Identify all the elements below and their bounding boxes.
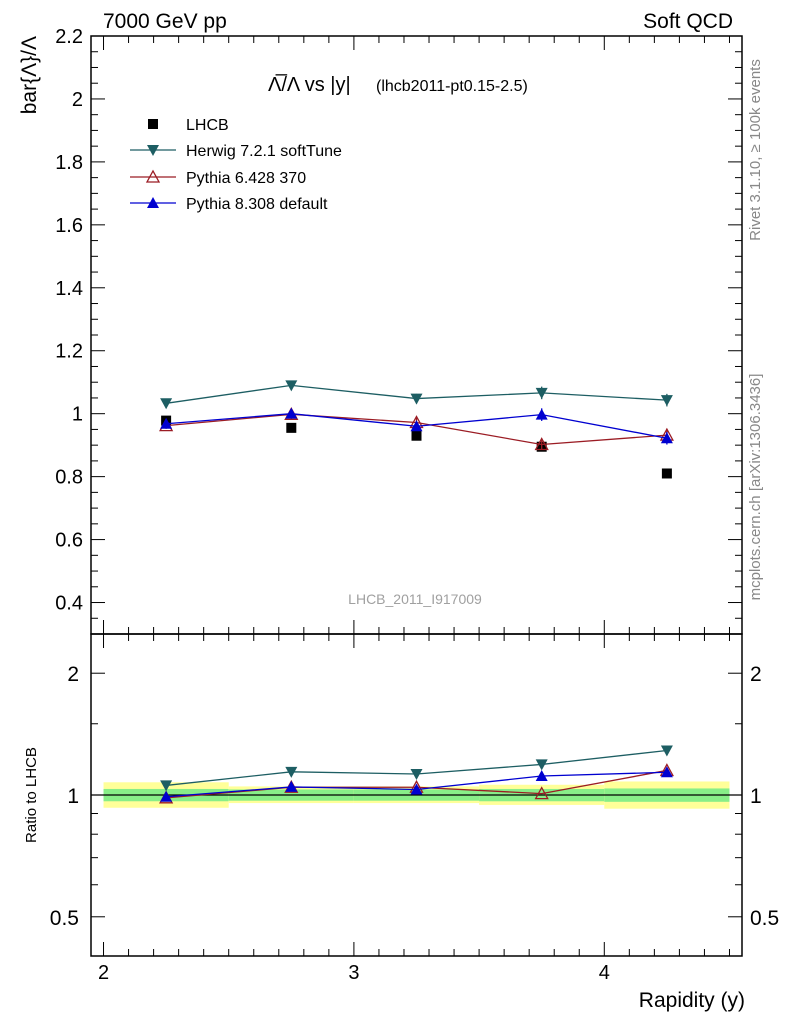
- ratio-herwig-7-2-1-softtune-point: [535, 759, 548, 771]
- pythia-8-308-default-point: [285, 407, 298, 419]
- legend-marker-pythia-8-308-default: [147, 197, 159, 208]
- ratio-axis-ticks: 0.5 0.5 1 1 2 2 2 3 4: [50, 634, 779, 984]
- legend-label-lhcb: LHCB: [186, 117, 229, 134]
- ratio-y-tick-label: 1: [67, 785, 79, 808]
- rivet-version-label: Rivet 3.1.10, ≥ 100k events: [747, 59, 764, 241]
- pythia-8-308-default-point: [160, 417, 173, 429]
- lhcb-point: [661, 468, 672, 479]
- ratio-data-marks: [159, 745, 674, 804]
- ratio-herwig-7-2-1-softtune-point: [285, 766, 298, 778]
- lhcb-point: [411, 430, 422, 441]
- legend-marker-herwig-7-2-1-softtune: [147, 145, 159, 156]
- y-tick-label: 1.8: [55, 152, 83, 174]
- ratio-y-tick-label-right: 1: [750, 785, 762, 808]
- herwig-7-2-1-softtune-point: [285, 380, 298, 392]
- pythia-8-308-default-point: [410, 420, 423, 432]
- y-tick-label: 2: [72, 89, 83, 111]
- x-tick-label: 3: [348, 962, 359, 984]
- legend-marker-lhcb: [148, 119, 158, 129]
- herwig-7-2-1-softtune-point: [535, 387, 548, 399]
- ratio-herwig-7-2-1-softtune-point: [660, 745, 673, 757]
- lhcb-point: [286, 422, 297, 433]
- ratio-pythia-8-308-default-point: [660, 766, 673, 778]
- y-tick-label: 1.4: [55, 278, 83, 300]
- category-label: Soft QCD: [643, 10, 733, 33]
- ratio-pythia-8-308-default-point: [285, 780, 298, 792]
- legend: LHCB Herwig 7.2.1 softTune Pythia 6.428 37…: [130, 117, 342, 213]
- ratio-y-tick-label-right: 0.5: [750, 907, 779, 930]
- mcplots-label: mcplots.cern.ch [arXiv:1306.3436]: [747, 374, 764, 601]
- y-tick-label: 0.6: [55, 530, 83, 552]
- y-tick-label: 1.2: [55, 341, 83, 363]
- legend-label-pythia-8-308-default: Pythia 8.308 default: [186, 196, 328, 213]
- x-tick-label: 2: [98, 962, 109, 984]
- x-tick-label: 4: [599, 962, 610, 984]
- legend-marker-pythia-6-428-370: [145, 169, 161, 183]
- y-tick-label: 1.6: [55, 215, 83, 237]
- pythia-6-428-370-point: [534, 437, 549, 451]
- legend-label-herwig-7-2-1-softtune: Herwig 7.2.1 softTune: [186, 143, 342, 160]
- y-tick-label: 0.8: [55, 467, 83, 489]
- herwig-7-2-1-softtune-point: [410, 393, 423, 405]
- main-axis-ticks: 0.4 0.6 0.8 1 1.2 1.4 1.6 1.8 2 2.2: [55, 26, 742, 634]
- y-tick-label: 2.2: [55, 26, 83, 48]
- ratio-pythia-8-308-default-point: [535, 770, 548, 782]
- ratio-y-tick-label: 2: [67, 663, 79, 686]
- x-axis-title: Rapidity (y): [639, 989, 745, 1012]
- main-title-suffix: (lhcb2011-pt0.15-2.5): [376, 78, 528, 95]
- ratio-y-tick-label-right: 2: [750, 663, 762, 686]
- herwig-7-2-1-softtune-point: [660, 395, 673, 407]
- pythia-8-308-default-point: [535, 408, 548, 420]
- y-tick-label: 0.4: [55, 593, 83, 615]
- ratio-y-tick-label: 0.5: [50, 907, 79, 930]
- ratio-herwig-7-2-1-softtune-point: [160, 780, 173, 792]
- herwig-7-2-1-softtune-point: [160, 398, 173, 410]
- ratio-pythia-6-428-370-point: [534, 786, 549, 800]
- pythia-8-308-default-point: [660, 432, 673, 444]
- beam-label: 7000 GeV pp: [103, 10, 227, 33]
- ratio-pythia-8-308-default-point: [160, 790, 173, 802]
- y-axis-title: bar{Λ}/Λ: [18, 36, 41, 114]
- ratio-pythia-8-308-default-point: [410, 783, 423, 795]
- watermark-label: LHCB_2011_I917009: [348, 591, 482, 607]
- legend-label-pythia-6-428-370: Pythia 6.428 370: [186, 170, 306, 187]
- ratio-herwig-7-2-1-softtune-point: [410, 768, 423, 780]
- main-title: Λ̅/Λ vs |y|: [268, 73, 351, 96]
- ratio-y-axis-title: Ratio to LHCB: [23, 747, 40, 843]
- y-tick-label: 1: [72, 404, 83, 426]
- main-data-marks: [159, 380, 674, 479]
